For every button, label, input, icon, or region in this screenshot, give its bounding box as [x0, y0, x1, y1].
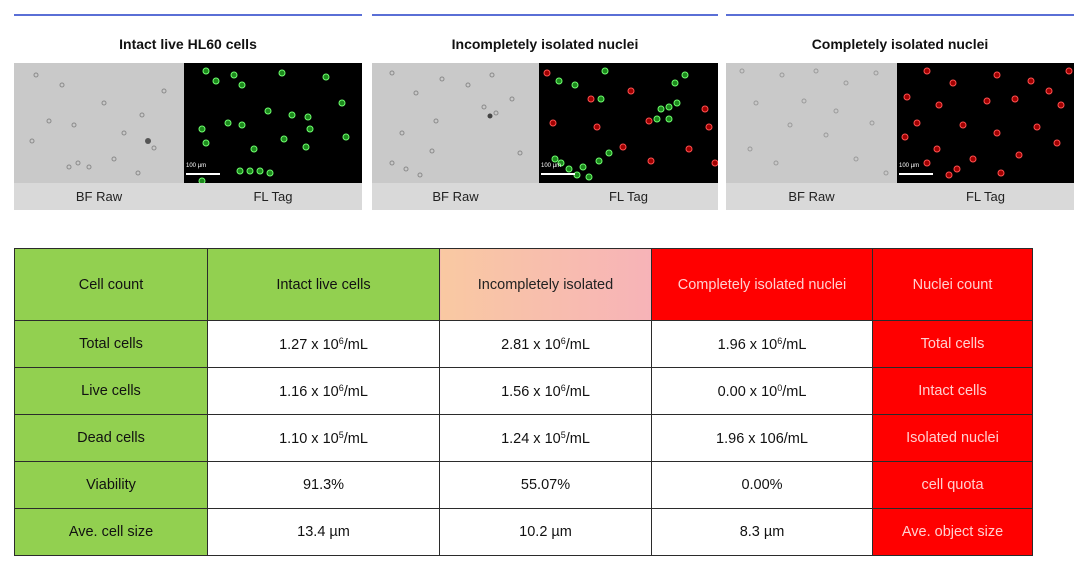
nuclei-label: Ave. object size — [872, 508, 1033, 556]
cell-incomplete-value: 55.07% — [439, 461, 652, 509]
bf-raw-image — [14, 63, 184, 183]
caption-fl-tag: FL Tag — [965, 189, 1006, 204]
header-completely-isolated-nuclei: Completely isolated nuclei — [651, 248, 873, 321]
cell-complete-value: 1.96 x 106/mL — [651, 320, 873, 368]
cell-incomplete-value: 1.24 x 105/mL — [439, 414, 652, 462]
fl-tag-image: 100 µm — [184, 63, 362, 183]
panel-rule — [372, 14, 718, 16]
panel-title: Completely isolated nuclei — [811, 36, 989, 52]
panel-rule — [14, 14, 362, 16]
header-intact-live-cells: Intact live cells — [207, 248, 440, 321]
bf-raw-image — [372, 63, 539, 183]
cell-complete-value: 1.96 x 106/mL — [651, 414, 873, 462]
header-nuclei-count: Nuclei count — [872, 248, 1033, 321]
nuclei-label: Total cells — [872, 320, 1033, 368]
nuclei-label: cell quota — [872, 461, 1033, 509]
table-row: Total cells 1.27 x 106/mL 2.81 x 106/mL … — [14, 320, 1033, 368]
cell-incomplete-value: 1.56 x 106/mL — [439, 367, 652, 415]
caption-bar: BF Raw FL Tag — [14, 183, 362, 210]
caption-bf-raw: BF Raw — [75, 189, 123, 204]
scale-label: 100 µm — [541, 163, 562, 169]
table-row: Ave. cell size 13.4 µm 10.2 µm 8.3 µm Av… — [14, 508, 1033, 556]
nuclei-label: Isolated nuclei — [872, 414, 1033, 462]
scale-label: 100 µm — [186, 163, 207, 169]
scale-bar — [899, 173, 933, 175]
panel-title: Intact live HL60 cells — [119, 36, 257, 52]
cell-complete-value: 8.3 µm — [651, 508, 873, 556]
table-header-row: Cell count Intact live cells Incompletel… — [14, 248, 1033, 321]
caption-bf-raw: BF Raw — [788, 189, 835, 204]
cell-intact-value: 13.4 µm — [207, 508, 440, 556]
caption-bar: BF Raw FL Tag — [372, 183, 718, 210]
cell-incomplete-value: 10.2 µm — [439, 508, 652, 556]
fl-tag-image: 100 µm — [539, 63, 718, 183]
header-incompletely-isolated: Incompletely isolated — [439, 248, 652, 321]
table-row: Dead cells 1.10 x 105/mL 1.24 x 105/mL 1… — [14, 414, 1033, 462]
row-label: Ave. cell size — [14, 508, 208, 556]
row-label: Total cells — [14, 320, 208, 368]
caption-bf-raw: BF Raw — [432, 189, 479, 204]
panel-title: Incompletely isolated nuclei — [451, 36, 639, 52]
bf-raw-image — [726, 63, 897, 183]
cell-intact-value: 1.16 x 106/mL — [207, 367, 440, 415]
scale-bar — [186, 173, 220, 175]
nuclei-label: Intact cells — [872, 367, 1033, 415]
results-table: Cell count Intact live cells Incompletel… — [14, 248, 1033, 556]
panel-rule — [726, 14, 1074, 16]
cell-complete-value: 0.00 x 100/mL — [651, 367, 873, 415]
row-label: Dead cells — [14, 414, 208, 462]
table-row: Viability 91.3% 55.07% 0.00% cell quota — [14, 461, 1033, 509]
cell-intact-value: 1.27 x 106/mL — [207, 320, 440, 368]
scale-label: 100 µm — [899, 163, 920, 169]
cell-intact-value: 1.10 x 105/mL — [207, 414, 440, 462]
table-row: Live cells 1.16 x 106/mL 1.56 x 106/mL 0… — [14, 367, 1033, 415]
caption-fl-tag: FL Tag — [608, 189, 649, 204]
cell-incomplete-value: 2.81 x 106/mL — [439, 320, 652, 368]
header-cell-count: Cell count — [14, 248, 208, 321]
row-label: Viability — [14, 461, 208, 509]
scale-bar — [541, 173, 575, 175]
caption-bar: BF Raw FL Tag — [726, 183, 1074, 210]
panel-completely-isolated: Completely isolated nuclei — [726, 14, 1074, 214]
cell-complete-value: 0.00% — [651, 461, 873, 509]
cell-intact-value: 91.3% — [207, 461, 440, 509]
caption-fl-tag: FL Tag — [253, 189, 293, 204]
panel-incompletely-isolated: Incompletely isolated nuclei — [372, 14, 718, 214]
panel-intact-live: Intact live HL60 cells — [14, 14, 362, 214]
row-label: Live cells — [14, 367, 208, 415]
fl-tag-image: 100 µm — [897, 63, 1074, 183]
